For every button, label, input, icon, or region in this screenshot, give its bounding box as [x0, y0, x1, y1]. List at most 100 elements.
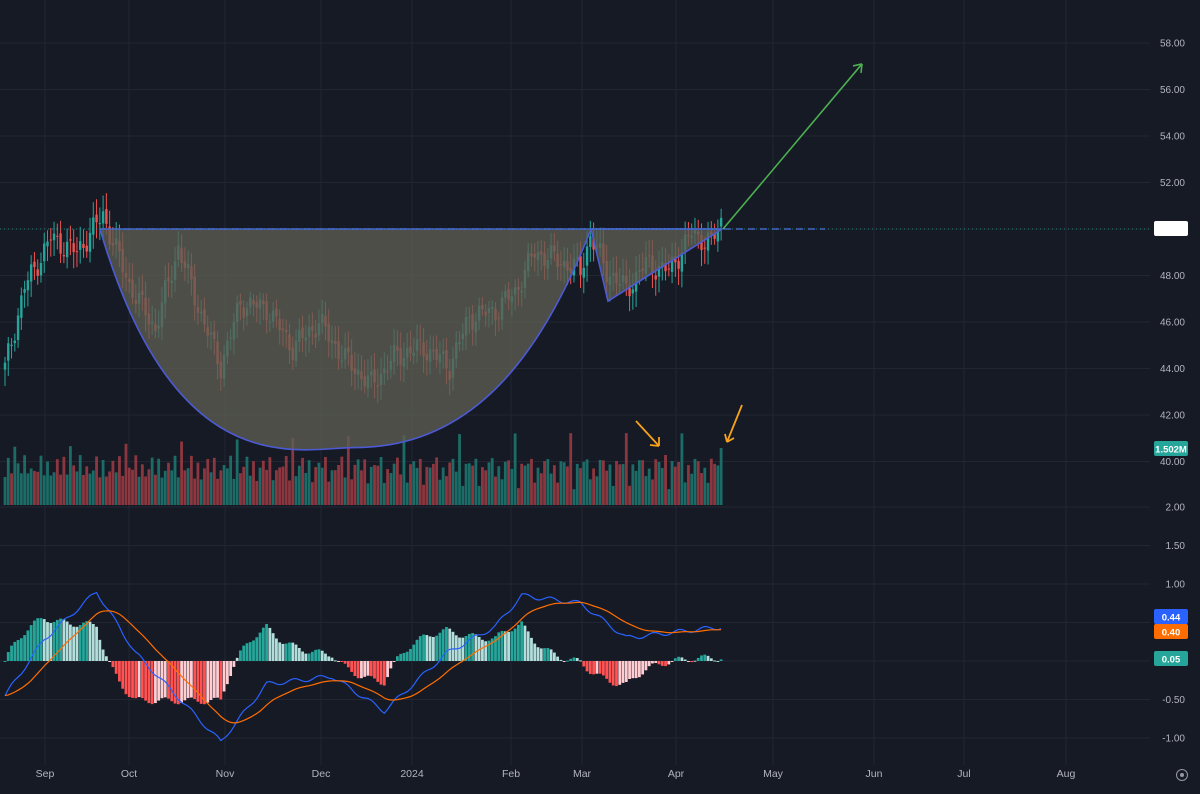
macd-histogram-bar: [716, 660, 720, 662]
volume-bar: [641, 460, 645, 505]
macd-histogram-bar: [265, 624, 268, 661]
candle-body: [75, 251, 79, 253]
candle-body: [33, 261, 36, 268]
volume-bar: [624, 433, 628, 505]
volume-bar: [376, 465, 380, 505]
macd-histogram-bar: [3, 661, 7, 662]
macd-histogram-bar: [471, 633, 475, 661]
volume-bar: [520, 463, 524, 505]
volume-bar: [346, 436, 350, 505]
volume-bar: [647, 468, 651, 505]
volume-bar: [333, 470, 337, 505]
macd-histogram-bar: [350, 661, 354, 672]
volume-bar: [170, 470, 174, 505]
macd-histogram-bar: [441, 629, 445, 661]
candle-body: [3, 362, 7, 370]
macd-histogram-bar: [199, 661, 203, 704]
volume-bar: [62, 456, 66, 505]
macd-histogram-bar: [461, 637, 465, 661]
macd-histogram-bar: [651, 661, 654, 664]
macd-histogram-bar: [507, 631, 510, 661]
macd-histogram-bar: [163, 661, 167, 698]
macd-histogram-bar: [500, 631, 504, 661]
macd-badge-bg: [1154, 609, 1188, 624]
volume-bar: [239, 473, 242, 505]
candle-body: [88, 232, 92, 252]
macd-histogram-bar: [631, 661, 635, 679]
volume-bar: [543, 461, 546, 505]
macd-histogram-bar: [314, 649, 318, 661]
macd-histogram-bar: [13, 641, 17, 661]
volume-bar: [199, 479, 203, 505]
pattern-annotations: [0, 63, 1150, 451]
price-axis-label: 40.00: [1160, 457, 1185, 468]
macd-histogram-bar: [10, 645, 13, 661]
macd-histogram-bar: [700, 655, 703, 661]
volume-bar: [422, 484, 425, 505]
candle-body: [65, 241, 69, 258]
volume-bar: [657, 461, 661, 505]
candle-body: [105, 209, 108, 224]
volume-bar: [379, 457, 383, 505]
candle-body: [62, 255, 66, 257]
macd-histogram-bar: [543, 648, 546, 661]
volume-bar: [500, 479, 504, 505]
macd-histogram-bar: [533, 643, 537, 661]
macd-histogram-bar: [98, 639, 102, 661]
volume-bar: [189, 455, 193, 505]
volume-bar: [16, 463, 20, 505]
volume-bar: [441, 467, 445, 505]
macd-histogram-bar: [516, 624, 520, 661]
volume-bar: [242, 466, 246, 505]
volume-bar: [670, 461, 674, 505]
macd-histogram-bar: [559, 659, 563, 661]
candle-body: [680, 252, 684, 272]
volume-bar: [288, 480, 291, 505]
macd-histogram-bar: [575, 658, 579, 661]
macd-histogram-bar: [598, 661, 602, 674]
macd-histogram-bar: [69, 624, 72, 661]
volume-bar: [271, 480, 275, 505]
macd-histogram-bar: [510, 631, 514, 661]
macd-histogram-bar: [644, 661, 648, 671]
macd-histogram-bar: [360, 661, 363, 679]
candle-body: [69, 239, 72, 241]
macd-badge: 0.44: [1162, 613, 1181, 624]
volume-arrow-1: [635, 420, 660, 447]
macd-histogram-bar: [634, 661, 638, 679]
macd-histogram-bar: [366, 661, 370, 676]
macd-histogram-bar: [526, 631, 530, 661]
macd-histogram-bar: [405, 651, 409, 661]
volume-bar: [373, 465, 376, 505]
volume-bar: [320, 467, 324, 505]
macd-histogram-bar: [78, 625, 82, 661]
volume-bar: [33, 470, 36, 505]
volume-bar: [193, 478, 197, 505]
volume-bar: [209, 472, 213, 505]
time-axis-label: Mar: [573, 768, 592, 780]
volume-bar: [294, 476, 298, 505]
macd-histogram-bar: [33, 620, 36, 661]
volume-bar: [412, 461, 416, 505]
volume-bar: [163, 470, 167, 505]
macd-histogram-bar: [438, 632, 442, 661]
volume-bar: [91, 470, 95, 505]
candle-body: [677, 260, 680, 269]
macd-histogram-bar: [124, 661, 128, 695]
candle-body: [7, 343, 10, 361]
volume-bar: [124, 443, 128, 505]
volume-bar: [353, 464, 357, 505]
macd-histogram-bar: [346, 661, 350, 668]
price-badge-bg: [1154, 221, 1188, 236]
settings-gear-icon[interactable]: [1176, 769, 1188, 781]
candle-body: [654, 275, 657, 280]
time-axis-label: May: [763, 768, 784, 780]
volume-bar: [438, 479, 442, 505]
volume-arrow-2: [724, 404, 743, 443]
volume-bar: [389, 473, 393, 505]
volume-bar: [114, 472, 118, 505]
macd-histogram-bar: [278, 642, 282, 661]
macd-histogram-bar: [719, 659, 723, 661]
